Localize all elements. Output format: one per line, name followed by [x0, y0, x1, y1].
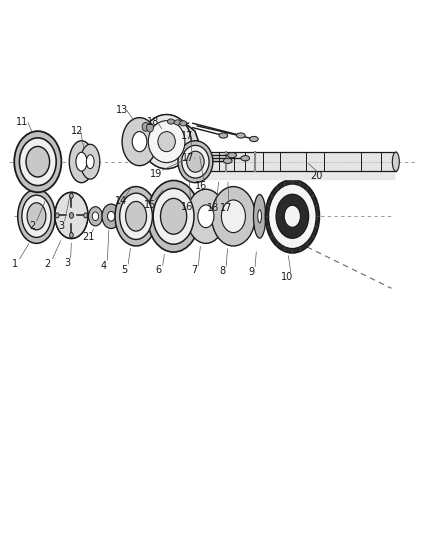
Ellipse shape — [250, 136, 258, 142]
Ellipse shape — [212, 187, 255, 246]
Ellipse shape — [268, 184, 316, 248]
Text: 5: 5 — [121, 264, 127, 274]
Text: 21: 21 — [82, 232, 94, 242]
Text: 18: 18 — [147, 117, 159, 127]
Ellipse shape — [223, 158, 232, 164]
Text: 1: 1 — [11, 259, 18, 269]
Text: 3: 3 — [58, 221, 64, 231]
Ellipse shape — [84, 213, 87, 218]
Ellipse shape — [237, 133, 245, 138]
Ellipse shape — [142, 115, 191, 169]
Ellipse shape — [26, 147, 49, 177]
Text: 8: 8 — [219, 266, 226, 276]
Ellipse shape — [254, 195, 266, 238]
Text: 11: 11 — [16, 117, 28, 127]
Text: 9: 9 — [249, 266, 255, 277]
Text: 3: 3 — [64, 259, 70, 269]
Ellipse shape — [126, 201, 147, 231]
Ellipse shape — [69, 141, 94, 183]
Ellipse shape — [70, 193, 73, 198]
Ellipse shape — [27, 203, 46, 230]
Text: 13: 13 — [116, 105, 128, 115]
Ellipse shape — [241, 156, 250, 161]
Ellipse shape — [219, 133, 228, 138]
Text: 16: 16 — [181, 202, 194, 212]
Ellipse shape — [148, 120, 185, 163]
Ellipse shape — [70, 232, 73, 238]
Ellipse shape — [107, 212, 115, 221]
Ellipse shape — [392, 152, 399, 171]
Ellipse shape — [55, 192, 88, 239]
Ellipse shape — [14, 131, 61, 192]
Ellipse shape — [76, 152, 87, 171]
Text: 12: 12 — [71, 126, 83, 136]
Ellipse shape — [258, 210, 261, 223]
Ellipse shape — [102, 204, 120, 229]
Ellipse shape — [153, 188, 194, 244]
Ellipse shape — [182, 146, 209, 178]
Ellipse shape — [265, 180, 319, 253]
Ellipse shape — [115, 187, 157, 246]
Ellipse shape — [187, 189, 225, 244]
Text: 17: 17 — [181, 131, 194, 141]
Text: 18: 18 — [207, 203, 219, 213]
Text: 17: 17 — [182, 153, 194, 163]
Text: 14: 14 — [115, 196, 127, 206]
Ellipse shape — [284, 205, 300, 227]
Ellipse shape — [187, 151, 204, 172]
Ellipse shape — [178, 141, 213, 183]
Text: 7: 7 — [191, 265, 198, 276]
Ellipse shape — [81, 144, 100, 179]
Ellipse shape — [120, 193, 152, 239]
Ellipse shape — [69, 213, 74, 219]
Text: 6: 6 — [155, 265, 162, 276]
Text: 2: 2 — [29, 221, 35, 231]
Ellipse shape — [86, 155, 94, 169]
Text: 16: 16 — [194, 181, 207, 191]
Ellipse shape — [56, 213, 59, 218]
Ellipse shape — [142, 115, 191, 169]
Ellipse shape — [180, 120, 187, 126]
Ellipse shape — [18, 189, 55, 244]
Ellipse shape — [22, 195, 51, 237]
Ellipse shape — [198, 205, 214, 228]
Text: 17: 17 — [220, 203, 232, 213]
Text: 15: 15 — [144, 199, 156, 209]
Ellipse shape — [148, 181, 200, 252]
Ellipse shape — [122, 118, 157, 166]
Ellipse shape — [92, 212, 99, 221]
Text: 20: 20 — [311, 171, 323, 181]
Text: 10: 10 — [281, 271, 293, 281]
Ellipse shape — [88, 207, 102, 226]
Polygon shape — [130, 123, 199, 159]
Ellipse shape — [132, 132, 147, 152]
Ellipse shape — [147, 123, 153, 132]
Ellipse shape — [228, 152, 237, 158]
Text: 19: 19 — [150, 169, 162, 179]
Ellipse shape — [221, 200, 245, 232]
Ellipse shape — [160, 198, 187, 234]
Ellipse shape — [167, 119, 174, 124]
Ellipse shape — [142, 123, 149, 131]
Ellipse shape — [158, 132, 175, 152]
Ellipse shape — [174, 120, 181, 125]
Ellipse shape — [276, 195, 309, 238]
Text: 2: 2 — [45, 260, 51, 269]
Text: 4: 4 — [101, 261, 107, 271]
Ellipse shape — [19, 138, 56, 185]
